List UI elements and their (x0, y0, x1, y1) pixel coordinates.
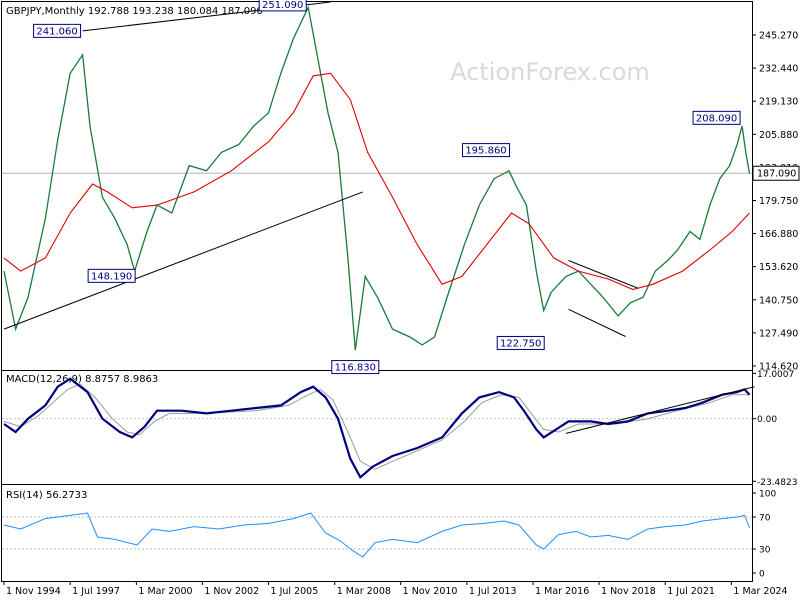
y-tick-label: 70 (759, 514, 771, 524)
y-tick-label: 245.270 (759, 31, 798, 42)
price-label: 195.860 (465, 146, 506, 157)
trendline (568, 260, 639, 289)
x-tick-label: 1 Mar 2000 (138, 586, 192, 597)
y-tick-label: 17.0007 (757, 370, 794, 380)
rsi-y-axis-ticks: 100 70 30 0 (752, 490, 776, 580)
y-tick-label: 0.00 (757, 415, 777, 425)
macd-trendline (565, 386, 755, 434)
x-tick-label: 1 Nov 2018 (601, 586, 656, 597)
rsi-plot-area (2, 512, 752, 558)
current-price-box (752, 165, 800, 181)
price-label-box (462, 143, 511, 158)
main-plot-area: 241.060 251.090 148.190 116.830 195.860 122.7… (2, 0, 800, 375)
macd-plot-area (2, 377, 755, 480)
price-label: 122.750 (500, 338, 541, 349)
main-header: GBPJPY,Monthly 192.788 193.238 180.084 1… (6, 6, 263, 17)
price-label: 148.190 (91, 271, 132, 282)
y-tick-label: 219.130 (759, 97, 798, 108)
main-panel-frame (1, 1, 753, 371)
x-tick-label: 1 Jul 2005 (271, 586, 319, 597)
x-tick-label: 1 Jul 2013 (469, 586, 517, 597)
price-label-box (692, 110, 741, 125)
x-axis-ticks: 1 Nov 1994 1 Jul 1997 1 Mar 2000 1 Nov 2002… (3, 581, 788, 597)
price-label: 116.830 (335, 363, 376, 374)
watermark: ActionForex.com (450, 58, 650, 86)
price-label-box (87, 268, 136, 283)
price-label: 241.060 (36, 26, 77, 37)
macd-header: MACD(12,26,9) 8.8757 8.9863 (6, 374, 158, 385)
price-label-box (331, 360, 380, 375)
rsi-line (3, 512, 750, 558)
y-tick-label: 30 (759, 546, 771, 556)
y-tick-label: 179.750 (759, 196, 798, 207)
macd-y-axis-ticks: 17.0007 0.00 -23.4823 (752, 370, 797, 488)
price-label-box (496, 335, 545, 350)
y-tick-label: 140.750 (759, 295, 798, 306)
rsi-header: RSI(14) 56.2733 (6, 490, 87, 501)
x-tick-label: 1 Mar 2008 (337, 586, 391, 597)
y-tick-label: 114.620 (759, 362, 798, 373)
current-price-label: 187.090 (757, 169, 796, 180)
x-tick-label: 1 Jul 1997 (72, 586, 120, 597)
trendline (3, 191, 363, 330)
y-tick-label: 0 (759, 570, 765, 580)
y-tick-label: 166.880 (759, 229, 798, 240)
x-tick-label: 1 Mar 2016 (535, 586, 589, 597)
price-label-box (33, 23, 82, 38)
y-tick-label: 100 (759, 490, 776, 500)
x-tick-label: 1 Nov 2010 (403, 586, 458, 597)
main-y-axis-ticks: 245.270232.440219.130205.880193.010179.7… (752, 31, 798, 373)
y-tick-label: 153.620 (759, 262, 798, 273)
moving-average-line (3, 72, 750, 291)
macd-signal-line (3, 383, 750, 470)
macd-line (3, 377, 751, 480)
x-tick-label: 1 Jul 2021 (667, 586, 715, 597)
x-tick-label: 1 Nov 1994 (6, 586, 61, 597)
price-series-line (3, 5, 751, 351)
y-tick-label: -23.4823 (757, 478, 797, 488)
x-tick-label: 1 Mar 2024 (733, 586, 787, 597)
price-label-box (258, 0, 307, 12)
trendline (568, 308, 626, 337)
y-tick-label: 232.440 (759, 64, 798, 75)
y-tick-label: 127.490 (759, 328, 798, 339)
price-label: 208.090 (696, 113, 737, 124)
x-tick-label: 1 Nov 2002 (204, 586, 259, 597)
y-tick-label: 205.880 (759, 130, 798, 141)
price-label: 251.090 (262, 0, 303, 11)
